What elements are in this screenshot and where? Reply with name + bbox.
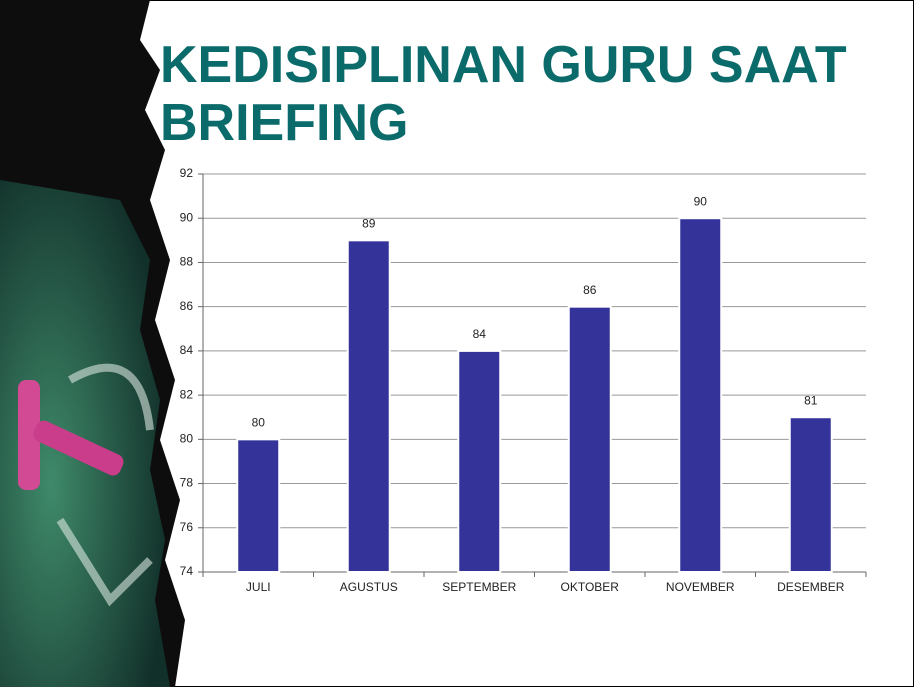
- chalk-stroke: [56, 517, 153, 607]
- bar: [346, 239, 391, 573]
- x-tick-label: SEPTEMBER: [442, 580, 516, 594]
- y-tick-label: 90: [180, 210, 194, 224]
- chart-title: KEDISIPLINAN GURU SAAT BRIEFING: [160, 36, 847, 152]
- y-tick-label: 76: [180, 520, 194, 534]
- data-label: 84: [473, 327, 487, 341]
- bar: [788, 416, 833, 573]
- y-tick-label: 82: [180, 387, 194, 401]
- x-tick-label: AGUSTUS: [340, 580, 398, 594]
- chalk: [33, 420, 124, 476]
- data-label: 81: [804, 393, 818, 407]
- x-tick-label: OKTOBER: [561, 580, 620, 594]
- x-tick-label: DESEMBER: [777, 580, 845, 594]
- y-tick-label: 92: [180, 166, 194, 180]
- y-tick-label: 84: [180, 343, 194, 357]
- x-tick-label: NOVEMBER: [666, 580, 735, 594]
- chalkboard: [0, 180, 170, 687]
- y-tick-label: 86: [180, 299, 194, 313]
- bar: [567, 305, 612, 573]
- y-tick-label: 88: [180, 255, 194, 269]
- data-label: 90: [694, 194, 708, 208]
- data-label: 89: [362, 217, 376, 231]
- y-tick-label: 78: [180, 476, 194, 490]
- data-label: 86: [583, 283, 597, 297]
- bar: [457, 349, 502, 573]
- y-tick-label: 74: [180, 564, 194, 578]
- data-label: 80: [252, 416, 266, 430]
- y-tick-label: 80: [180, 432, 194, 446]
- x-tick-label: JULI: [246, 580, 271, 594]
- chalk: [18, 380, 40, 490]
- bar: [236, 438, 281, 574]
- bar: [678, 217, 723, 573]
- chalk-stroke: [68, 363, 154, 431]
